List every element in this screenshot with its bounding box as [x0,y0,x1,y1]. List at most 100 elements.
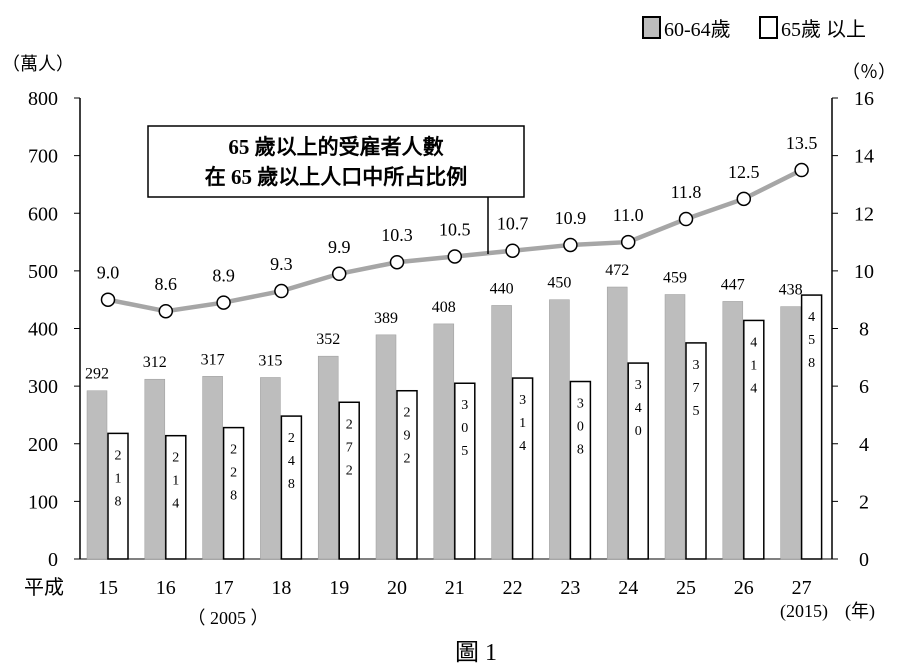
bar-label-60-64-15: 292 [85,366,109,383]
x-tick-label-16: 16 [156,577,176,599]
left-tick-label-2: 200 [28,434,58,456]
left-tick-label-4: 400 [28,319,58,341]
bar-65-plus-18 [280,415,303,560]
ratio-point-23 [563,237,578,253]
bar-65-plus-15 [107,432,129,560]
annotation-frame [147,125,525,198]
legend-label-60-64: 60-64歲 [664,18,731,41]
left-tick-label-6: 600 [28,203,58,225]
left-axis-unit: （萬人） [2,54,74,74]
ratio-label-16: 8.6 [155,274,178,294]
bar-65-plus-26 [743,319,765,560]
ratio-label-20: 10.3 [381,225,413,245]
annotation-box: 65 歲以上的受雇者人數 在 65 歲以上人口中所占比例 [147,125,525,254]
bar-65-plus-23 [569,380,592,560]
right-tick-label-6: 12 [854,203,874,225]
ratio-point-24 [620,234,636,250]
bar-60-64-27 [780,306,801,560]
annotation-line-2: 在 65 歲以上人口中所占比例 [205,165,468,189]
bar-65-plus-27 [800,294,823,560]
ratio-label-24: 11.0 [613,205,644,225]
ratio-point-18 [274,283,289,299]
bar-60-64-21 [433,323,455,560]
bar-60-64-17 [202,376,223,560]
legend-swatch-65-plus [759,16,778,39]
ratio-point-20 [389,254,405,270]
ratio-point-26 [736,191,752,207]
right-tick-label-0: 0 [859,549,869,571]
bar-label-60-64-27: 438 [779,282,803,299]
x-unit: (年) [845,601,875,622]
x-prefix: 平成 [24,576,64,599]
annotation-line-1: 65 歲以上的受雇者人數 [228,135,443,159]
left-tick-label-5: 500 [28,261,58,283]
legend-swatch-60-64 [642,16,661,39]
x-tick-label-21: 21 [445,577,465,599]
ratio-point-25 [678,211,694,227]
ratio-point-15 [100,292,116,307]
bar-60-64-26 [722,301,744,560]
bar-60-64-23 [549,299,570,560]
ratio-line: 9.0 8.6 8.9 9.3 9.9 10.3 10.5 10.7 10.9 11.0 11.8 1… [97,133,817,319]
right-tick-label-7: 14 [854,146,874,168]
figure-caption: 圖 1 [455,640,497,666]
x-tick-label-19: 19 [329,577,349,599]
ratio-point-19 [331,266,347,282]
bar-65-plus-20 [396,389,418,560]
bar-65-plus-16 [165,434,187,560]
bar-65-plus-17 [222,426,245,560]
x-tick-label-23: 23 [560,577,580,599]
x-note-2015: (2015) [780,601,828,622]
bar-label-60-64-23: 450 [547,275,571,292]
bar-60-64-16 [144,378,166,560]
left-tick-label-8: 800 [28,88,58,110]
x-tick-label-22: 22 [503,577,523,599]
left-tick-label-0: 0 [48,549,58,571]
left-tick-label-1: 100 [28,491,58,513]
x-tick-label-24: 24 [618,577,638,599]
ratio-point-27 [794,162,809,178]
x-tick-label-17: 17 [214,577,234,599]
right-tick-label-4: 8 [859,319,869,341]
x-tick-label-15: 15 [98,577,118,599]
bar-label-60-64-26: 447 [721,276,745,293]
bar-label-60-64-22: 440 [490,280,514,297]
bar-65-plus-19 [338,401,360,560]
ratio-label-19: 9.9 [328,237,351,257]
x-note-2005: （ 2005 ） [188,608,269,628]
x-tick-label-20: 20 [387,577,407,599]
bar-label-60-64-24: 472 [605,262,629,279]
bar-60-64-25 [664,294,686,560]
right-tick-label-8: 16 [854,88,874,110]
right-tick-label-3: 6 [859,376,869,398]
bar-60-64-18 [260,377,281,560]
ratio-label-15: 9.0 [97,263,120,283]
ratio-label-22: 10.7 [497,214,529,234]
x-axis-labels: 15 16 17 18 19 20 21 22 23 24 25 26 27 [98,577,812,599]
left-tick-label-7: 700 [28,146,58,168]
ratio-label-23: 10.9 [555,208,587,228]
bars-60-64: 292 312 317 315 352 389 408 440 450 472 459 447 438 [85,262,803,560]
bars-65-plus: 2 1 8 2 1 4 2 2 8 2 4 8 2 7 2 2 9 2 3 0 5 3 1 4 3 0 8 3 4 0 3 7 5 4 1 4 4 5 8 [107,294,823,560]
bar-label-60-64-17: 317 [201,351,225,368]
x-tick-label-18: 18 [271,577,291,599]
bar-60-64-22 [491,305,512,560]
right-axis-unit: （％） [842,62,896,82]
bar-65-plus-22 [511,377,534,560]
x-tick-label-27: 27 [792,577,812,599]
x-tick-label-26: 26 [734,577,754,599]
bar-60-64-15 [86,390,108,560]
ratio-label-26: 12.5 [728,162,760,182]
bar-label-60-64-25: 459 [663,270,687,287]
